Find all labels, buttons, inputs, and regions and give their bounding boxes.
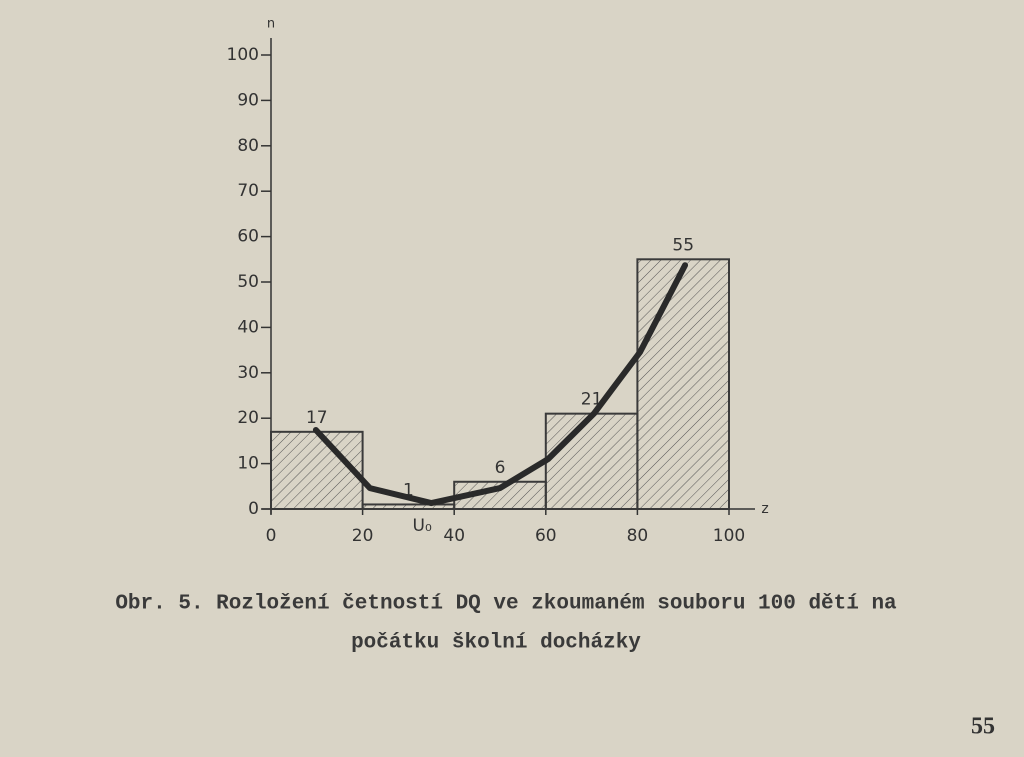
x-tick-label: 40: [443, 526, 465, 546]
y-tick-label: 70: [237, 181, 259, 201]
fit-curve: [312, 262, 689, 507]
x-tick-label: 20: [352, 526, 374, 546]
y-axis-label: n: [267, 17, 275, 32]
y-tick-label: 60: [237, 227, 259, 247]
y-tick-label: 50: [237, 272, 259, 292]
x-tick-label: 100: [713, 526, 745, 546]
x-tick-label: 80: [627, 526, 649, 546]
value-label: 17: [306, 408, 328, 428]
caption-line: počátku školní docházky: [351, 632, 641, 655]
y-tick-label: 40: [237, 317, 259, 337]
y-tick-label: 90: [237, 90, 259, 110]
value-label: 1: [403, 480, 414, 500]
y-tick-label: 30: [237, 363, 259, 383]
bar: [544, 412, 639, 510]
y-tick-label: 80: [237, 136, 259, 156]
y-tick-label: 0: [248, 499, 259, 519]
x-tick-label: 0: [266, 526, 277, 546]
x-tick-label: 60: [535, 526, 557, 546]
caption-line: Obr. 5. Rozložení četností DQ ve zkouman…: [115, 593, 897, 616]
y-tick-label: 10: [237, 454, 259, 474]
bar: [636, 258, 731, 510]
bar: [270, 430, 364, 511]
y-tick-label: 100: [227, 45, 259, 65]
value-label: 6: [495, 458, 506, 478]
bar: [361, 503, 456, 510]
annotation: U₀: [413, 516, 432, 536]
x-axis-label: z: [761, 501, 768, 517]
page-number: 55: [971, 714, 995, 740]
value-label: 55: [672, 235, 694, 255]
y-tick-label: 20: [237, 408, 259, 428]
